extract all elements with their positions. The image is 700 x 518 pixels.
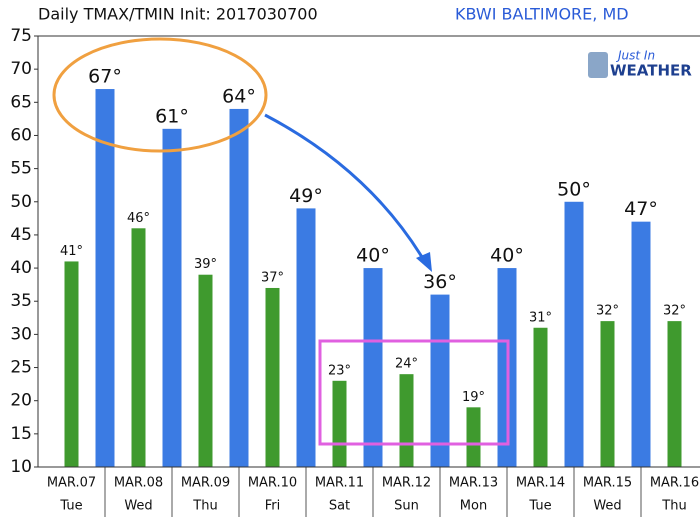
logo: Just In WEATHER [588, 49, 692, 80]
logo-text: Just In [616, 49, 655, 63]
bar [296, 208, 316, 467]
bar [332, 380, 347, 467]
x-tick-label: MAR.07 [47, 476, 96, 491]
bar [265, 287, 280, 467]
y-tick-label: 15 [10, 424, 32, 444]
bar [667, 321, 682, 467]
y-tick-label: 10 [10, 457, 32, 477]
arrow-head [416, 252, 432, 272]
bar [466, 407, 481, 467]
bar [600, 321, 615, 467]
y-tick-label: 30 [10, 324, 32, 344]
y-tick-label: 45 [10, 225, 32, 245]
data-label: 49° [289, 185, 323, 207]
bar [131, 228, 146, 467]
x-tick-label: MAR.08 [114, 476, 163, 491]
bar [64, 261, 79, 467]
x-tick-label: Sun [394, 499, 419, 514]
bar [229, 108, 249, 467]
data-label: 47° [624, 198, 658, 220]
data-label: 46° [127, 211, 150, 226]
arrow [264, 113, 427, 263]
bar [198, 274, 213, 467]
y-tick-label: 75 [10, 26, 32, 46]
data-label: 40° [356, 245, 390, 267]
y-tick-label: 55 [10, 159, 32, 179]
data-label: 61° [155, 105, 189, 127]
x-tick-label: MAR.13 [449, 476, 498, 491]
x-tick-label: MAR.12 [382, 476, 431, 491]
data-label: 64° [222, 85, 256, 107]
chart-subtitle: KBWI BALTIMORE, MD [455, 5, 629, 24]
data-label: 32° [596, 304, 619, 319]
y-tick-label: 60 [10, 125, 32, 145]
annotations [52, 37, 510, 446]
y-tick-label: 65 [10, 92, 32, 112]
bar [363, 268, 383, 467]
logo-text: WEATHER [610, 62, 692, 80]
bar [430, 294, 450, 467]
data-label: 19° [462, 390, 485, 405]
x-tick-label: Wed [593, 499, 621, 514]
data-label: 24° [395, 357, 418, 372]
bar [564, 201, 584, 467]
x-tick-label: Tue [59, 499, 82, 514]
x-tick-label: Thu [661, 499, 686, 514]
highlight-ellipse [52, 37, 268, 153]
data-label: 23° [328, 363, 351, 378]
data-label: 40° [490, 245, 524, 267]
x-tick-label: Wed [124, 499, 152, 514]
bar [162, 128, 182, 468]
data-label: 39° [194, 257, 217, 272]
highlight-box [318, 339, 510, 446]
data-label: 36° [423, 271, 457, 293]
y-tick-label: 40 [10, 258, 32, 278]
bar [95, 89, 115, 468]
x-tick-label: MAR.10 [248, 476, 297, 491]
x-tick-label: MAR.11 [315, 476, 364, 491]
y-tick-label: 50 [10, 192, 32, 212]
x-tick-label: Fri [265, 499, 281, 514]
x-tick-label: Sat [329, 499, 350, 514]
data-label: 67° [88, 66, 122, 88]
x-tick-label: MAR.16 [650, 476, 699, 491]
y-tick-label: 20 [10, 391, 32, 411]
data-label: 32° [663, 304, 686, 319]
y-tick-label: 70 [10, 59, 32, 79]
x-tick-label: MAR.15 [583, 476, 632, 491]
x-tick-label: Thu [192, 499, 217, 514]
data-label: 41° [60, 244, 83, 259]
data-label: 37° [261, 270, 284, 285]
logo-icon [588, 52, 608, 78]
x-tick-label: MAR.14 [516, 476, 565, 491]
bar [631, 221, 651, 467]
chart-title: Daily TMAX/TMIN Init: 2017030700 [38, 5, 318, 24]
bar [533, 327, 548, 467]
x-tick-label: Mon [460, 499, 487, 514]
data-label: 31° [529, 310, 552, 325]
data-label: 50° [557, 178, 591, 200]
bar [399, 374, 414, 467]
x-tick-label: Tue [528, 499, 551, 514]
x-tick-label: MAR.09 [181, 476, 230, 491]
y-tick-label: 25 [10, 358, 32, 378]
y-tick-label: 35 [10, 291, 32, 311]
